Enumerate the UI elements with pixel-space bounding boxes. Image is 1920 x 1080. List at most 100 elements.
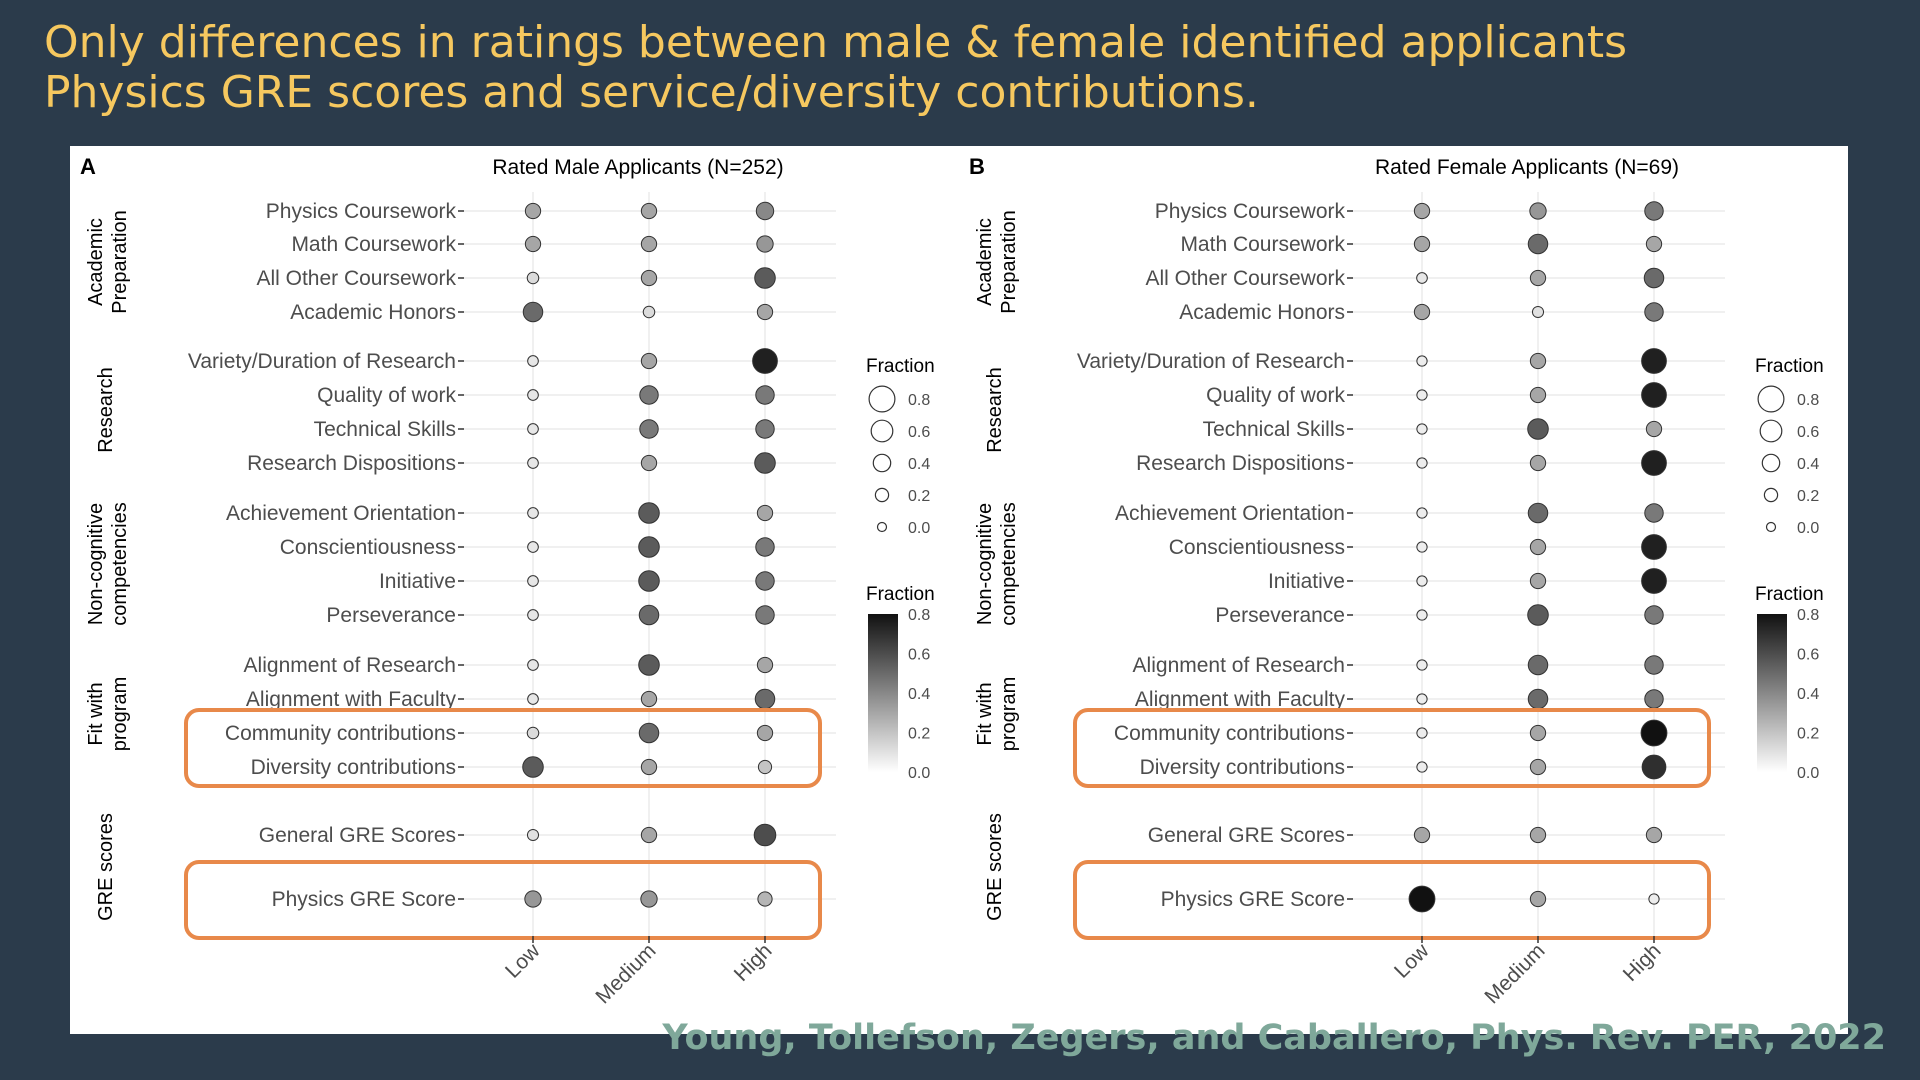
panel-b-dot [1641,568,1667,594]
panel-a-group-label-line: Preparation [109,210,131,313]
panel-a-dot [527,423,539,435]
panel-b-dot [1529,724,1547,742]
panel-b-row-label: Diversity contributions [1140,756,1345,779]
panel-b-x-label: Medium [1480,939,1549,1008]
panel-a-dot [640,826,658,844]
panel-b-dot [1416,389,1428,401]
panel-b-dot [1644,302,1664,322]
panel-a-group-label-line: competencies [109,502,131,625]
panel-a-dot [526,726,540,740]
panel-a-letter: A [80,154,96,179]
panel-a-highlight-physics-gre [184,860,822,940]
panel-a-dot [754,267,776,289]
panel-b-dot [1529,890,1547,908]
panel-b-dot [1644,201,1664,221]
panel-b-dot [1527,688,1549,710]
panel-b-dot [1416,423,1428,435]
panel-b-group-label-line: Non-cognitive [974,503,996,625]
panel-b-dot [1416,272,1428,284]
panel-b-dot [1644,689,1664,709]
panel-a-dot [640,758,658,776]
panel-a-size-legend-label: 0.2 [908,488,930,505]
panel-a-row-label: Achievement Orientation [226,502,456,525]
panel-b-row-label: Technical Skills [1203,418,1345,441]
panel-b-color-legend-title: Fraction [1755,584,1824,605]
panel-b-dot [1640,719,1668,747]
panel-b-size-legend-label: 0.4 [1797,456,1819,473]
panel-a-row-label: Perseverance [326,604,456,627]
panel-b-group-label-line: program [998,677,1020,751]
panel-a-dot [640,890,658,908]
panel-a-group-label-line: Research [95,367,117,453]
panel-a-color-legend-label: 0.8 [908,607,930,624]
panel-b-dot [1529,572,1547,590]
panel-b-size-legend-label: 0.8 [1797,392,1819,409]
panel-a-size-legend-label: 0.8 [908,392,930,409]
panel-b-dot [1527,654,1549,676]
panel-b-dot [1527,604,1549,626]
panel-a-size-legend-dot [872,453,892,473]
panel-b-dot [1416,693,1428,705]
panel-b-dot [1529,758,1547,776]
panel-b-row-label: All Other Coursework [1145,267,1345,290]
panel-a-dot [522,756,544,778]
panel-a-size-legend-dot [874,487,890,503]
panel-b-size-legend-dot [1759,419,1783,443]
panel-a-dot [638,502,660,524]
panel-b-dot [1644,655,1664,675]
panel-a-dot [753,823,777,847]
panel-a-dot [638,654,660,676]
panel-b-row-label: General GRE Scores [1148,824,1345,847]
panel-b-row-label: Conscientiousness [1169,536,1345,559]
slide-title-line-1: Only differences in ratings between male… [44,17,1628,68]
panel-a-row-label: Diversity contributions [251,756,456,779]
panel-b-size-legend-dot [1763,487,1779,503]
panel-b-group-label-1: Research [984,367,1006,453]
panel-a-row-label: Alignment with Faculty [246,688,457,711]
panel-a-row-label: Technical Skills [314,418,456,441]
panel-a-x-label: Low [501,939,545,983]
panel-b-dot [1527,418,1549,440]
panel-a-dot [640,235,658,253]
panel-b-group-label-line: Preparation [998,210,1020,313]
panel-a-dot [638,722,660,744]
panel-a-size-legend-dot [868,385,896,413]
panel-a-group-label-3: Fit with program [85,677,131,751]
panel-b-group-label-4: GRE scores [984,813,1006,921]
slide-title: Only differences in ratings between male… [44,18,1627,118]
panel-b-color-legend-bar [1757,614,1787,772]
panel-a-dot [640,352,658,370]
panel-a-dot [757,759,773,775]
panel-a-row-label: Academic Honors [290,301,456,324]
panel-a-color-legend-label: 0.2 [908,726,930,743]
panel-b-group-label-line: Research [984,367,1006,453]
panel-a-dot [527,507,539,519]
panel-a-dot [640,269,658,287]
panel-a-group-label-line: Fit with [85,682,107,745]
panel-b-dot [1416,457,1428,469]
panel-b-row-label: Academic Honors [1179,301,1345,324]
panel-b-dot [1408,885,1436,913]
panel-a-dot [642,305,656,319]
panel-a-dot [639,385,659,405]
panel-b-dot [1645,235,1663,253]
panel-a-dot [527,541,539,553]
panel-a-dot [640,690,658,708]
panel-b-dot [1416,575,1428,587]
panel-b-size-legend-label: 0.0 [1797,520,1819,537]
panel-b-dot [1413,202,1431,220]
panel-a-color-legend-bar [868,614,898,772]
panel-a-dot [527,659,539,671]
panel-a-size-legend-title: Fraction [866,356,935,377]
panel-a-group-label-line: Non-cognitive [85,503,107,625]
panel-a-color-legend-label: 0.4 [908,686,930,703]
panel-b-group-label-line: GRE scores [984,813,1006,921]
panel-b-row-label: Alignment with Faculty [1135,688,1346,711]
panel-a-dot [755,385,775,405]
panel-a-group-label-line: Academic [85,218,107,306]
panel-b-row-label: Achievement Orientation [1115,502,1345,525]
panel-a-dot [754,452,776,474]
panel-b-dot [1527,502,1549,524]
panel-b-dot [1416,541,1428,553]
panel-a-row-label: Alignment of Research [244,654,456,677]
